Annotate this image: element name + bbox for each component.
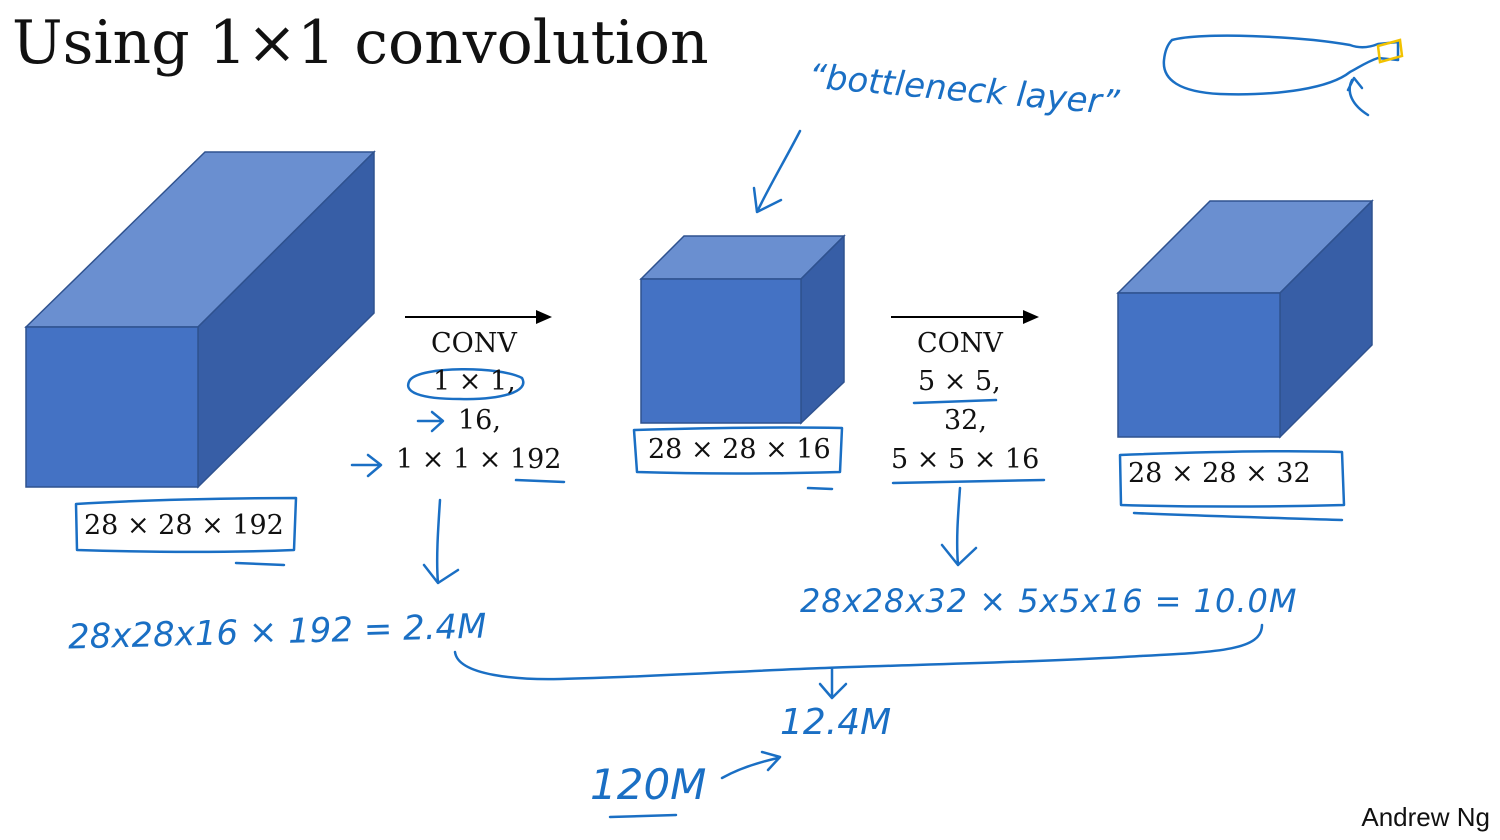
output-volume-label: 28 × 28 × 32 <box>1128 458 1311 489</box>
second-conv-cost: 28x28x32 × 5x5x16 = 10.0M <box>800 582 1298 620</box>
bottle-cap-highlight <box>1376 38 1404 64</box>
input-volume-block <box>24 150 376 489</box>
total-cost: 12.4M <box>780 702 892 743</box>
middle-volume-block <box>639 234 846 425</box>
middle-label-underline <box>806 486 834 491</box>
conv2-cost-arrow <box>940 486 978 567</box>
conv1-cost-arrow <box>422 498 460 585</box>
conv2-kernel: 5 × 5, <box>918 366 1001 397</box>
output-volume-block <box>1116 199 1374 439</box>
conv2-filter-shape: 5 × 5 × 16 <box>891 444 1040 475</box>
output-block-front <box>1117 292 1281 438</box>
shape-pointer-arrow <box>350 453 383 478</box>
kernel-circle <box>407 368 525 401</box>
conv1-filters: 16, <box>458 405 501 436</box>
middle-block-front <box>640 278 802 424</box>
slide-title: Using 1×1 convolution <box>12 8 709 78</box>
sum-arrow <box>818 666 848 700</box>
naive-underline <box>608 813 678 819</box>
conv1-arrow <box>405 310 552 324</box>
shape2-underline <box>891 478 1046 485</box>
input-label-box <box>74 496 298 554</box>
bottleneck-pointer-arrow <box>752 129 802 214</box>
shape-underline <box>514 478 566 484</box>
output-label-box <box>1118 449 1346 508</box>
conv1-filter-shape: 1 × 1 × 192 <box>396 444 562 475</box>
naive-to-total-arrow <box>720 750 782 780</box>
author-credit: Andrew Ng <box>1361 802 1490 832</box>
middle-volume-label: 28 × 28 × 16 <box>648 434 831 465</box>
kernel2-underline <box>912 398 998 405</box>
sum-bracket <box>453 623 1264 681</box>
conv1-label: CONV <box>431 328 517 359</box>
filters-pointer-arrow <box>416 410 445 433</box>
input-label-underline <box>234 561 286 567</box>
output-label-underline <box>1132 511 1344 522</box>
bottle-neck-pointer-icon <box>1346 76 1370 117</box>
conv1-kernel: 1 × 1, <box>433 366 516 397</box>
middle-label-box <box>632 426 844 475</box>
conv2-filters: 32, <box>944 405 987 436</box>
input-volume-label: 28 × 28 × 192 <box>84 510 284 541</box>
naive-cost: 120M <box>590 760 707 809</box>
bottle-sketch-icon <box>1162 34 1400 96</box>
conv2-label: CONV <box>917 328 1003 359</box>
conv2-arrow <box>891 310 1039 324</box>
input-block-front <box>25 326 199 488</box>
